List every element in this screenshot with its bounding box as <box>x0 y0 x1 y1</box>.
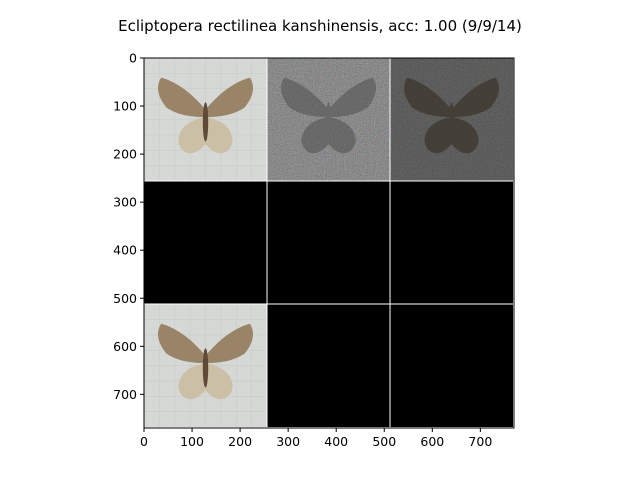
left-hindwing <box>301 117 329 154</box>
tile-r1-c0 <box>144 181 268 305</box>
left-forewing <box>157 77 206 118</box>
right-hindwing <box>451 117 479 154</box>
y-tick-label: 700 <box>113 387 137 402</box>
left-hindwing <box>178 117 206 154</box>
y-tick-label: 300 <box>113 195 137 210</box>
y-tick-label: 200 <box>113 147 137 162</box>
tile-r0-c0 <box>144 58 268 182</box>
x-tick-label: 300 <box>276 434 300 449</box>
x-tick-label: 100 <box>180 434 204 449</box>
moth-body <box>325 102 332 142</box>
black-tile <box>267 304 391 428</box>
y-tick-label: 400 <box>113 243 137 258</box>
tile-r0-c2 <box>390 58 514 182</box>
right-hindwing <box>328 117 356 154</box>
x-tick-label: 0 <box>140 434 148 449</box>
y-tick-label: 500 <box>113 291 137 306</box>
y-tick-label: 0 <box>129 51 137 66</box>
x-tick-label: 400 <box>324 434 348 449</box>
moth-body <box>448 102 455 142</box>
tile-r1-c2 <box>390 181 514 305</box>
tiles-layer <box>144 58 514 428</box>
tile-r0-c1 <box>267 58 391 182</box>
y-tick-label: 600 <box>113 339 137 354</box>
separators-layer <box>144 58 514 428</box>
moth-icon <box>404 77 500 154</box>
black-tile <box>390 304 514 428</box>
moth-icon <box>157 77 254 154</box>
moth-icon <box>157 323 254 400</box>
x-tick-label: 600 <box>420 434 444 449</box>
black-tile <box>267 181 391 305</box>
x-tick-label: 200 <box>228 434 252 449</box>
right-hindwing <box>205 117 233 154</box>
right-forewing <box>205 323 254 364</box>
right-hindwing <box>205 363 233 400</box>
black-tile <box>144 181 268 305</box>
left-forewing <box>157 323 206 364</box>
moth-body <box>202 102 209 142</box>
right-forewing <box>205 77 254 118</box>
tile-r2-c0 <box>144 304 268 428</box>
x-tick-label: 700 <box>468 434 492 449</box>
tile-r2-c2 <box>390 304 514 428</box>
right-forewing <box>328 77 377 118</box>
left-forewing <box>404 77 452 118</box>
left-hindwing <box>178 363 206 400</box>
x-tick-label: 500 <box>372 434 396 449</box>
tile-r1-c1 <box>267 181 391 305</box>
left-hindwing <box>424 117 452 154</box>
ticks-layer: 0 100 200 300 400 500 600 700 0 100 200 300 400 500 60… <box>113 51 492 450</box>
left-forewing <box>281 77 329 118</box>
axes-frame <box>143 57 515 429</box>
moth-body <box>202 348 209 388</box>
figure-title: Ecliptopera rectilinea kanshinensis, acc… <box>118 17 522 35</box>
tile-r2-c1 <box>267 304 391 428</box>
right-forewing <box>451 77 500 118</box>
black-tile <box>390 181 514 305</box>
y-tick-label: 100 <box>113 99 137 114</box>
moth-icon <box>281 77 377 154</box>
